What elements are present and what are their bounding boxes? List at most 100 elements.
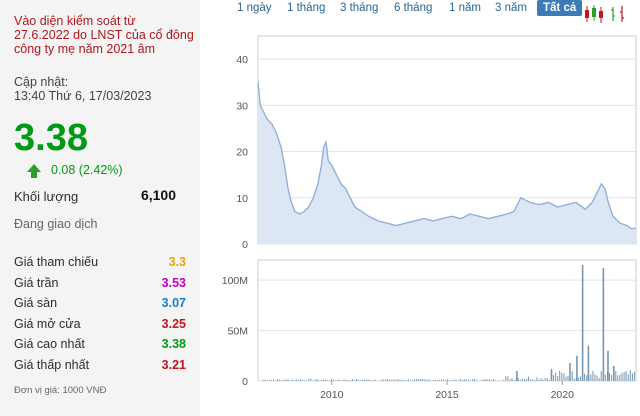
volume-spike-bar — [613, 365, 615, 381]
volume-bar — [416, 379, 418, 381]
volume-bar — [536, 377, 538, 381]
volume-bar — [563, 373, 565, 381]
price-change: 0.08 (2.42%) — [51, 163, 123, 177]
volume-bar — [617, 375, 619, 381]
volume-spike-bar — [516, 370, 518, 381]
volume-bar — [571, 371, 573, 381]
range-1-day[interactable]: 1 ngày — [237, 2, 272, 14]
volume-bar — [623, 372, 625, 381]
volume-bar — [393, 379, 395, 381]
candlestick-icon[interactable] — [582, 4, 606, 24]
volume-bar — [577, 377, 579, 381]
volume-bar — [461, 379, 463, 381]
volume-bar — [414, 379, 415, 381]
volume-bar — [333, 379, 335, 381]
volume-bar — [580, 376, 581, 381]
volume-bar — [426, 379, 428, 381]
volume-bar — [528, 376, 530, 381]
volume-bar — [283, 380, 285, 381]
range-3-years[interactable]: 3 năm — [495, 2, 527, 14]
volume-bar — [434, 380, 436, 381]
volume-bar — [397, 379, 399, 381]
volume-spike-bar — [602, 268, 605, 381]
volume-bar — [391, 379, 393, 381]
volume-bar — [405, 380, 407, 381]
volume-bar — [441, 379, 442, 381]
range-3-months[interactable]: 3 tháng — [340, 2, 379, 14]
volume-bar — [465, 379, 467, 381]
price-row-value: 3.38 — [161, 337, 186, 351]
volume-bar — [331, 378, 333, 381]
volume-bar — [297, 380, 299, 381]
volume-bar — [436, 380, 438, 381]
volume-bar — [592, 371, 594, 381]
line-chart-icon[interactable] — [608, 4, 630, 24]
volume-bar — [490, 380, 492, 381]
volume-y-tick-label: 50M — [228, 326, 248, 338]
volume-bar — [312, 380, 314, 381]
volume-bar — [291, 379, 293, 381]
range-6-months[interactable]: 6 tháng — [394, 2, 433, 14]
range-1-month[interactable]: 1 tháng — [287, 2, 326, 14]
volume-bar — [567, 375, 569, 381]
volume-bar — [289, 380, 291, 381]
volume-bar — [472, 379, 474, 381]
volume-bar — [424, 379, 426, 381]
volume-bar — [492, 379, 494, 381]
volume-bar — [358, 379, 359, 381]
volume-bar — [586, 375, 588, 381]
volume-bar — [553, 375, 554, 381]
volume-bar — [270, 379, 272, 381]
volume-bar — [445, 380, 447, 381]
volume-bar — [509, 379, 511, 381]
volume-bar — [457, 380, 459, 381]
volume-bar — [324, 379, 326, 381]
volume-bar — [370, 380, 372, 381]
volume-spike-bar — [550, 368, 553, 381]
volume-bar — [322, 379, 324, 381]
price-row-value: 3.3 — [168, 255, 186, 269]
price-y-tick-label: 30 — [236, 100, 248, 112]
volume-bar — [526, 378, 528, 381]
volume-bar — [304, 380, 306, 381]
volume-bar — [521, 378, 523, 381]
volume-label: Khối lượng — [14, 189, 79, 204]
volume-bar — [285, 379, 287, 381]
volume-bar — [476, 380, 478, 381]
volume-bar — [409, 380, 411, 381]
price-row-low: Giá thấp nhất 3.21 — [14, 356, 186, 377]
volume-bar — [468, 379, 469, 381]
volume-bar — [559, 370, 561, 381]
volume-bar — [275, 380, 277, 381]
volume-bar — [401, 379, 403, 381]
volume-bar — [302, 379, 303, 381]
price-row-label: Giá trần — [14, 275, 59, 290]
volume-bar — [360, 380, 362, 381]
volume-bar — [407, 379, 409, 381]
price-unit-note: Đơn vị giá: 1000 VNĐ — [14, 385, 107, 396]
volume-bar — [488, 379, 490, 381]
volume-bar — [310, 378, 312, 381]
volume-bar — [376, 380, 378, 381]
volume-bar — [308, 378, 310, 381]
volume-bar — [366, 379, 368, 381]
volume-bar — [326, 380, 328, 381]
range-all[interactable]: Tất cả — [537, 0, 583, 16]
volume-bar — [486, 379, 488, 381]
chart-canvas: 0 10 20 30 40 0 50M 100M 2010 2015 2020 — [222, 35, 637, 401]
volume-bar — [438, 379, 440, 381]
volume-bar — [534, 380, 536, 381]
volume-bar — [395, 379, 397, 381]
control-warning: Vào diện kiểm soát từ 27.6.2022 do LNST … — [14, 14, 194, 56]
volume-bar — [281, 379, 283, 381]
volume-bar — [418, 378, 420, 381]
volume-bar — [540, 378, 542, 381]
volume-bar — [320, 379, 322, 381]
volume-bar — [403, 380, 405, 381]
price-y-tick-label: 0 — [242, 239, 248, 251]
volume-bar — [611, 375, 613, 381]
range-1-year[interactable]: 1 năm — [449, 2, 481, 14]
volume-bar — [295, 379, 297, 381]
volume-bar — [380, 379, 382, 381]
volume-spike-bar — [581, 265, 584, 381]
